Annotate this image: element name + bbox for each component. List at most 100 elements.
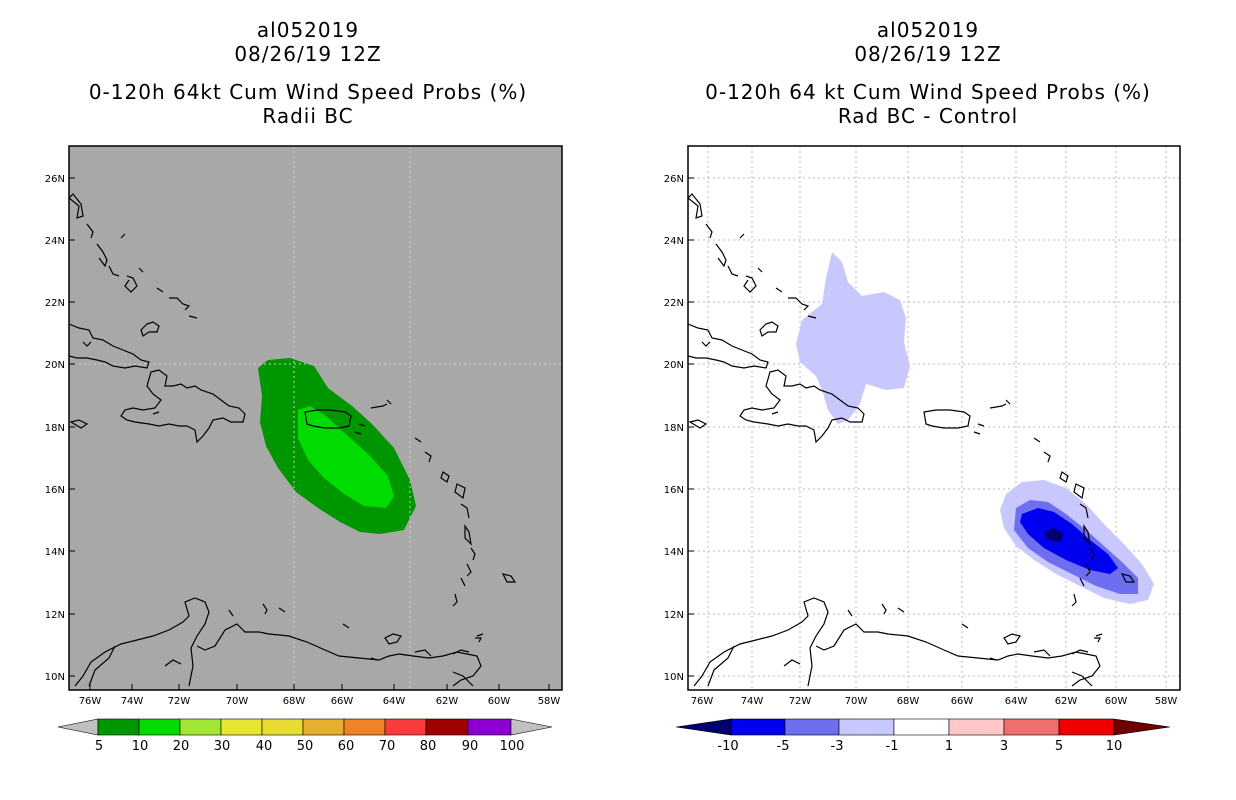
right-colorbar-label: -3 — [831, 739, 844, 754]
right-title-block: al052019 08/26/19 12Z 0-120h 64 kt Cum W… — [688, 18, 1168, 128]
left-colorbar-swatch — [261, 718, 304, 736]
left-colorbar-under-arrow — [57, 718, 99, 736]
left-colorbar-label: 5 — [95, 739, 103, 754]
left-lon-label: 60W — [488, 696, 511, 707]
right-lat-labels: 26N 24N 22N 20N 18N 16N 14N 12N 10N — [664, 174, 684, 683]
right-lon-label: 60W — [1105, 696, 1128, 707]
left-lon-label: 74W — [121, 696, 144, 707]
right-lon-label: 76W — [691, 696, 714, 707]
left-product-title: 0-120h 64kt Cum Wind Speed Probs (%) — [88, 80, 528, 104]
right-colorbar-label: 5 — [1055, 739, 1063, 754]
right-storm-id: al052019 — [876, 18, 980, 42]
right-colorbar-label: 1 — [945, 739, 953, 754]
left-colorbar-label: 100 — [500, 739, 525, 754]
left-lat-label: 22N — [45, 298, 65, 309]
left-colorbar-swatch — [384, 718, 427, 736]
right-colorbar-label: 10 — [1106, 739, 1123, 754]
right-colorbar-swatch — [1058, 718, 1115, 736]
left-colorbar-label: 50 — [297, 739, 314, 754]
right-lon-label: 72W — [789, 696, 812, 707]
right-lon-label: 64W — [1005, 696, 1028, 707]
right-lat-label: 18N — [664, 423, 684, 434]
right-lat-ticks — [688, 177, 694, 677]
left-colorbar-labels: 5 10 20 30 40 50 60 70 80 90 100 — [95, 739, 525, 754]
left-subtitle: Radii BC — [262, 104, 354, 128]
right-map-ocean — [688, 146, 1180, 690]
right-colorbar-over-arrow — [1113, 718, 1171, 736]
right-lon-label: 68W — [897, 696, 920, 707]
left-lat-label: 12N — [45, 610, 65, 621]
left-lon-label: 76W — [79, 696, 102, 707]
right-lon-label: 58W — [1155, 696, 1178, 707]
left-colorbar-label: 40 — [256, 739, 273, 754]
left-colorbar-swatch — [467, 718, 512, 736]
left-colorbar-label: 90 — [462, 739, 479, 754]
left-lat-label: 24N — [45, 236, 65, 247]
left-colorbar-label: 20 — [173, 739, 190, 754]
left-prob-10-20 — [298, 406, 394, 508]
left-grid — [69, 146, 562, 690]
left-map-frame — [68, 145, 563, 691]
right-lat-label: 14N — [664, 547, 684, 558]
right-product-title: 0-120h 64 kt Cum Wind Speed Probs (%) — [705, 80, 1151, 104]
left-colorbar-swatch — [302, 718, 345, 736]
left-lon-label: 72W — [168, 696, 191, 707]
right-colorbar-swatch — [893, 718, 950, 736]
right-diff-contours — [796, 252, 1154, 604]
left-lon-label: 66W — [331, 696, 354, 707]
left-lon-label: 70W — [226, 696, 249, 707]
right-colorbar-swatch — [948, 718, 1005, 736]
left-colorbar-swatch — [138, 718, 181, 736]
right-lon-label: 62W — [1055, 696, 1078, 707]
right-colorbar-label: -1 — [886, 739, 899, 754]
right-colorbar-swatch — [730, 718, 786, 736]
left-colorbar-swatch — [179, 718, 222, 736]
left-lat-label: 20N — [45, 360, 65, 371]
right-lat-label: 24N — [664, 236, 684, 247]
right-colorbar-swatch — [784, 718, 840, 736]
left-lon-label: 58W — [538, 696, 561, 707]
right-lat-label: 20N — [664, 360, 684, 371]
right-map-frame — [687, 145, 1181, 691]
left-colorbar-swatch — [220, 718, 263, 736]
left-lat-label: 26N — [45, 174, 65, 185]
left-colorbar-label: 30 — [214, 739, 231, 754]
right-lat-label: 26N — [664, 174, 684, 185]
right-lat-label: 12N — [664, 610, 684, 621]
right-lon-labels: 76W 74W 72W 70W 68W 66W 64W 62W 60W 58W — [691, 696, 1178, 707]
right-colorbar-under-arrow — [675, 718, 732, 736]
left-colorbar-label: 70 — [379, 739, 396, 754]
right-grid — [688, 146, 1180, 690]
right-colorbar-labels: -10 -5 -3 -1 1 3 5 10 — [717, 739, 1122, 754]
left-date: 08/26/19 12Z — [234, 42, 382, 66]
right-lat-label: 22N — [664, 298, 684, 309]
left-lat-labels: 26N 24N 22N 20N 18N 16N 14N 12N 10N — [45, 174, 65, 683]
right-diff-neg-5-10 — [1020, 508, 1118, 574]
left-colorbar-over-arrow — [510, 718, 553, 736]
left-colorbar-label: 60 — [338, 739, 355, 754]
left-colorbar — [57, 718, 553, 736]
left-storm-id: al052019 — [256, 18, 360, 42]
left-colorbar-swatch — [343, 718, 386, 736]
left-map: 26N 24N 22N 20N 18N 16N 14N 12N 10N 76W … — [45, 145, 563, 707]
left-colorbar-swatch — [425, 718, 469, 736]
right-lon-label: 66W — [951, 696, 974, 707]
left-lon-labels: 76W 74W 72W 70W 68W 66W 64W 62W 60W 58W — [79, 696, 561, 707]
right-colorbar-label: -10 — [717, 739, 738, 754]
right-lat-label: 10N — [664, 672, 684, 683]
right-colorbar-swatch — [1003, 718, 1060, 736]
left-lon-label: 64W — [383, 696, 406, 707]
right-date: 08/26/19 12Z — [854, 42, 1002, 66]
right-colorbar-swatch — [838, 718, 895, 736]
right-colorbar-label: -5 — [777, 739, 790, 754]
right-diff-neg-10 — [1044, 528, 1064, 542]
right-map: 26N 24N 22N 20N 18N 16N 14N 12N 10N 76W … — [664, 145, 1181, 707]
left-lat-label: 18N — [45, 423, 65, 434]
left-colorbar-label: 10 — [132, 739, 149, 754]
right-colorbar — [675, 718, 1171, 736]
left-prob-contours — [258, 358, 416, 534]
left-lon-label: 62W — [436, 696, 459, 707]
left-colorbar-label: 80 — [420, 739, 437, 754]
left-lat-ticks — [69, 177, 75, 677]
